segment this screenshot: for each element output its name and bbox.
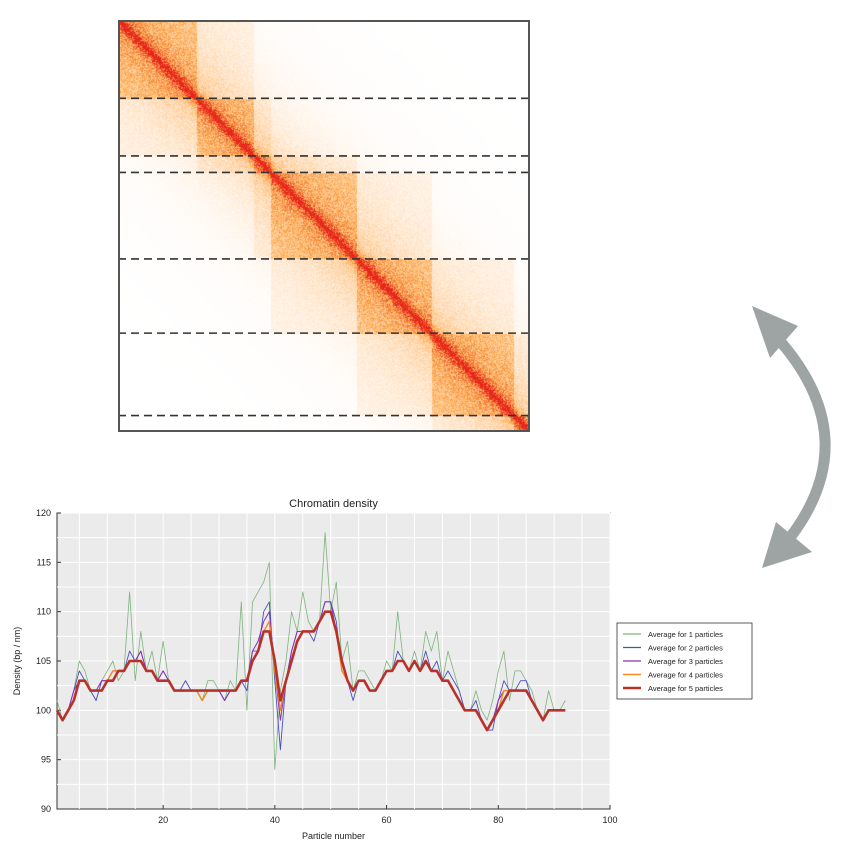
y-axis-label: Density (bp / nm) [12, 627, 22, 696]
x-tick-label: 40 [270, 815, 280, 825]
series-line-1 [56, 532, 566, 770]
x-tick-label: 80 [493, 815, 503, 825]
hic-contact-map [118, 20, 530, 432]
legend-label-4: Average for 4 particles [648, 671, 723, 680]
y-tick-label: 115 [37, 557, 51, 567]
chromatin-density-chart: 20 40 60 80 100 90 95 100 105 110 115 120 Chromatin … [0, 495, 842, 847]
legend-label-3: Average for 3 particles [648, 657, 723, 666]
y-tick-label: 100 [36, 705, 51, 715]
chart-svg: 20 40 60 80 100 90 95 100 105 110 115 120 Chromatin … [12, 498, 753, 841]
x-tick-label: 100 [602, 815, 617, 825]
hic-heatmap-canvas [118, 20, 530, 432]
x-tick-label: 60 [382, 815, 392, 825]
legend-label-2: Average for 2 particles [648, 644, 723, 653]
y-tick-label: 95 [41, 755, 51, 765]
y-tick-label: 105 [36, 656, 51, 666]
series-line-5 [55, 610, 566, 732]
y-tick-label: 110 [37, 607, 51, 617]
y-tick-label: 90 [41, 804, 51, 814]
x-tick-label: 20 [158, 815, 168, 825]
domain-boundary-overlay [118, 20, 530, 432]
legend-label-5: Average for 5 particles [648, 684, 723, 693]
double-headed-curved-arrow-icon [740, 300, 842, 575]
x-axis-label: Particle number [302, 831, 365, 841]
heatmap-frame [118, 20, 530, 432]
y-tick-label: 120 [36, 508, 51, 518]
chart-title: Chromatin density [289, 498, 378, 510]
legend-label-1: Average for 1 particles [648, 630, 723, 639]
